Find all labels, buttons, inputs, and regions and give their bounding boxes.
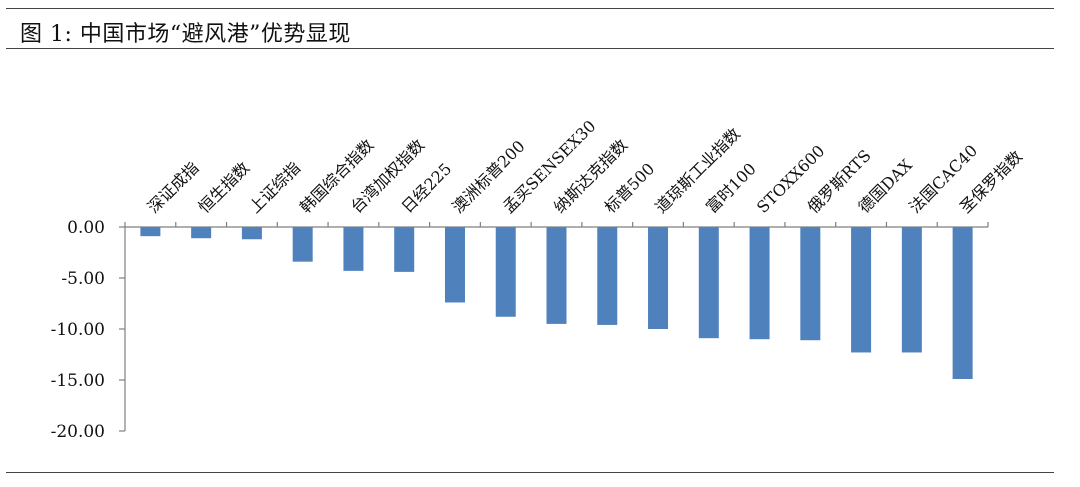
- bar: [191, 227, 212, 239]
- bar: [597, 227, 618, 325]
- category-label: 恒生指数: [195, 158, 254, 217]
- bar: [292, 227, 313, 262]
- bar: [394, 227, 415, 272]
- bar: [140, 227, 161, 237]
- bar: [343, 227, 364, 271]
- bar: [495, 227, 516, 317]
- bar: [648, 227, 669, 329]
- bar: [901, 227, 922, 353]
- bar: [952, 227, 973, 379]
- category-label: 上证综指: [245, 158, 304, 217]
- y-tick-label: -10.00: [51, 320, 105, 340]
- y-tick-label: 0.00: [67, 218, 105, 238]
- y-tick-label: -20.00: [51, 422, 105, 442]
- bar-chart: 0.00-5.00-10.00-15.00-20.00深证成指恒生指数上证综指韩…: [51, 116, 1026, 442]
- bar: [749, 227, 770, 340]
- bar: [444, 227, 465, 303]
- bar: [851, 227, 872, 353]
- bar: [546, 227, 567, 324]
- title-underline: [6, 48, 1054, 49]
- y-tick-label: -15.00: [51, 371, 105, 391]
- category-label: 深证成指: [144, 158, 203, 217]
- bottom-rule: [6, 472, 1054, 473]
- figure-title: 图 1: 中国市场“避风港”优势显现: [20, 22, 351, 47]
- category-label: 道琼斯工业指数: [651, 124, 744, 217]
- bar: [800, 227, 821, 341]
- y-tick-label: -5.00: [61, 269, 105, 289]
- bar: [241, 227, 262, 240]
- category-label: 孟买SENSEX30: [499, 116, 599, 216]
- top-rule: [6, 8, 1054, 9]
- bar: [698, 227, 719, 339]
